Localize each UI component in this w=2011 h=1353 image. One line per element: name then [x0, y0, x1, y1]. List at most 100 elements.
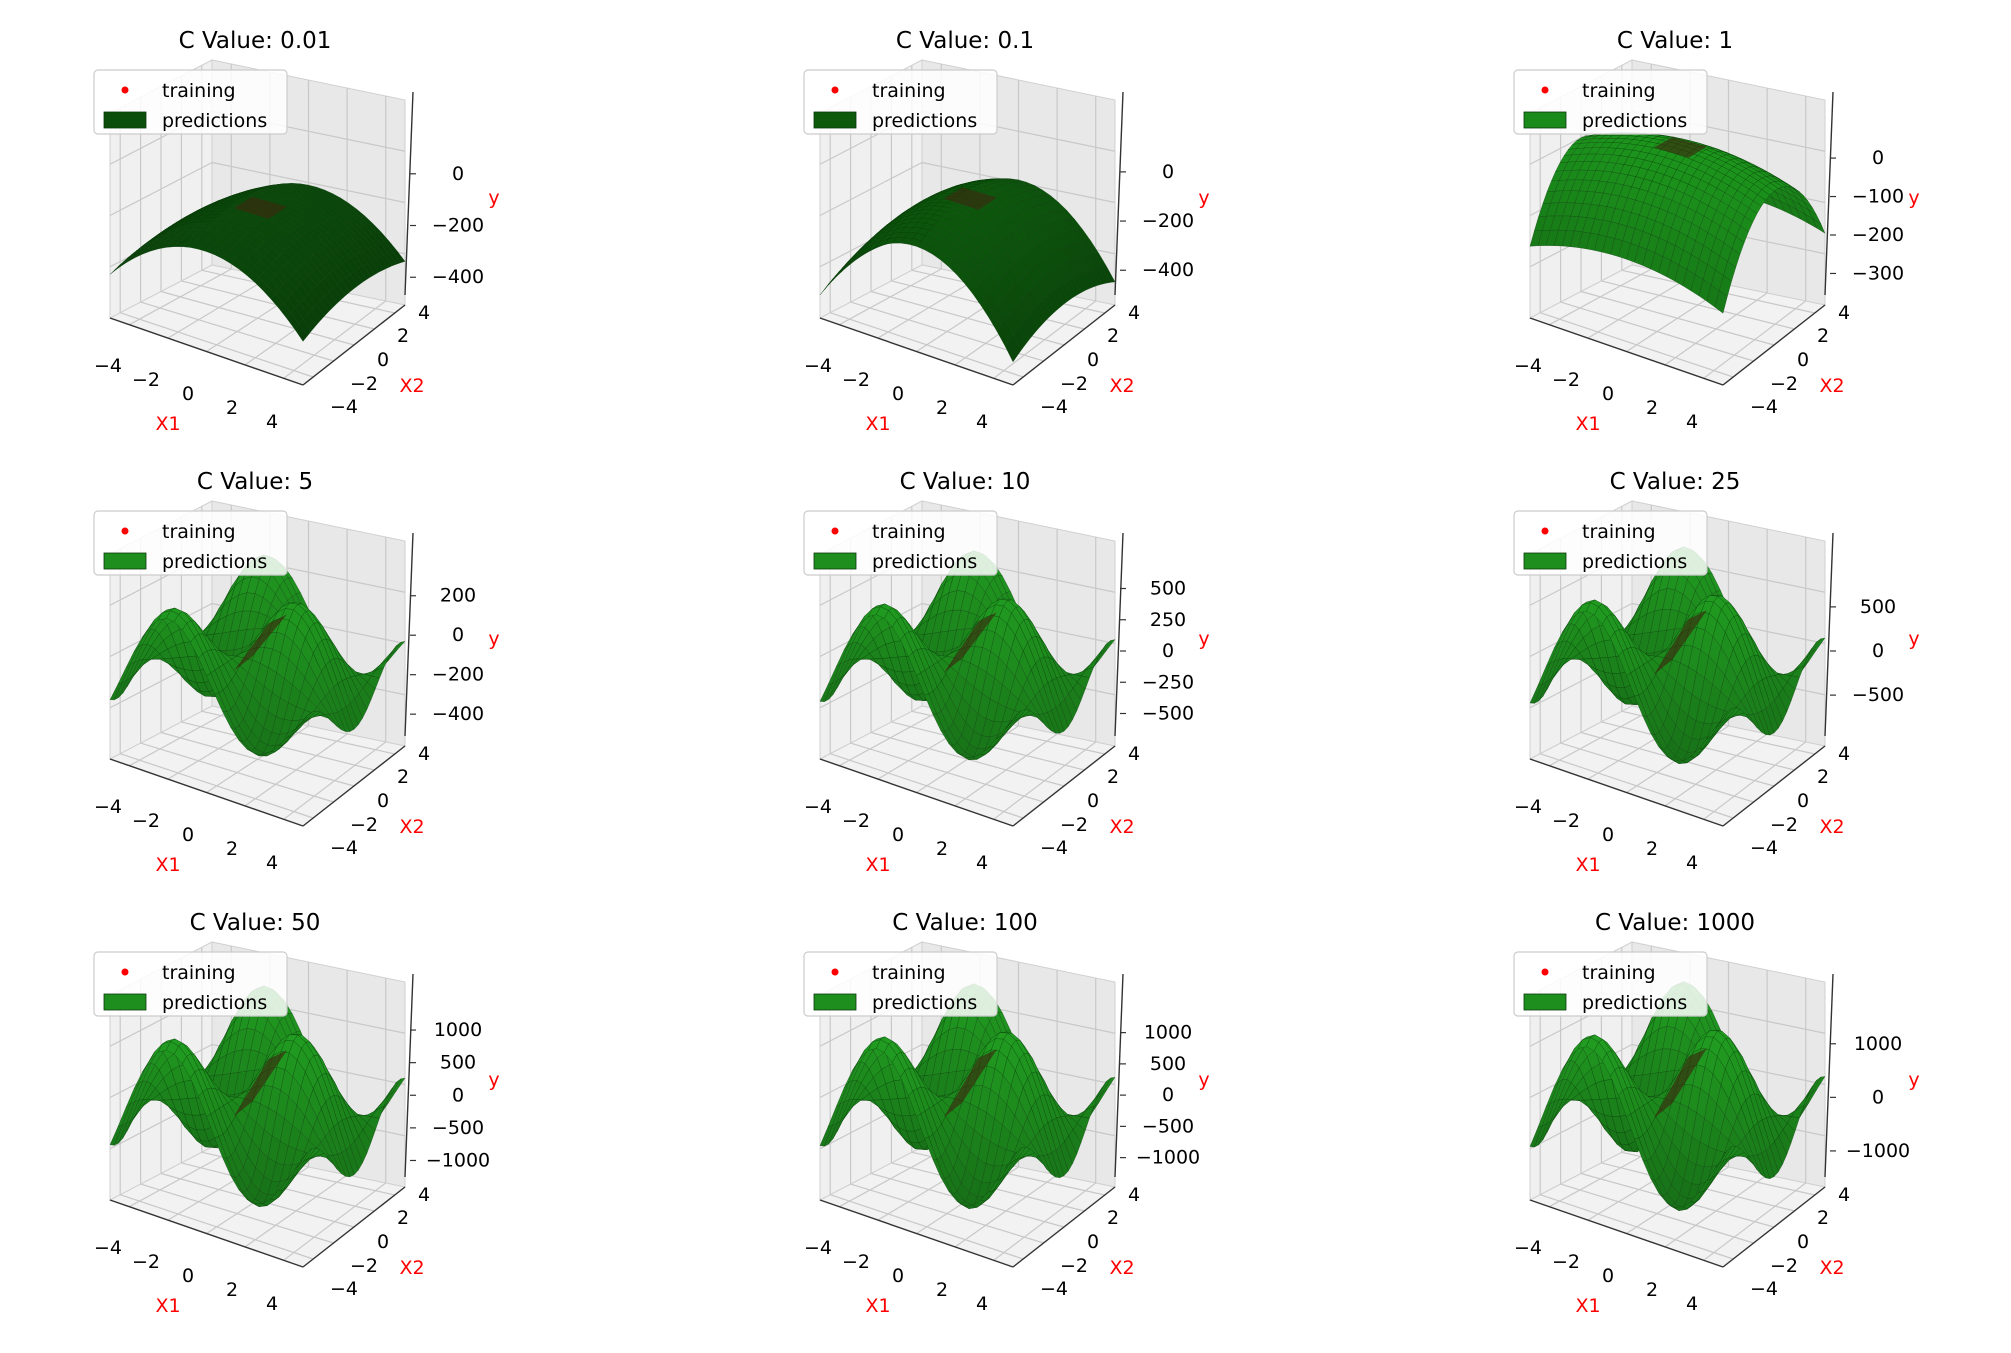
y-tick-label: 2	[1817, 325, 1829, 347]
predictions-swatch	[103, 111, 147, 129]
z-tick-label: 500	[1150, 1053, 1186, 1075]
prediction-surface	[819, 550, 1116, 761]
x-axis-label: X1	[1575, 413, 1600, 435]
legend-predictions-label: predictions	[872, 110, 977, 132]
x-tick-label: 4	[1686, 1293, 1698, 1315]
y-tick-label: 2	[1817, 766, 1829, 788]
z-tick-label: −500	[1852, 684, 1904, 706]
z-axis-label: y	[1908, 1069, 1919, 1091]
z-ticks: 500 0 −500	[1830, 596, 1904, 706]
y-tick-label: −4	[330, 1278, 358, 1300]
x-axis-label: X1	[865, 1295, 890, 1317]
z-tick-label: −500	[432, 1117, 484, 1139]
x-tick-label: −4	[1514, 796, 1542, 818]
z-tick-label: 1000	[434, 1019, 482, 1041]
z-tick-label: −1000	[1846, 1140, 1910, 1162]
predictions-swatch	[813, 993, 857, 1011]
y-tick-label: −4	[1750, 396, 1778, 418]
subplot-title: C Value: 5	[197, 469, 313, 495]
training-points-patch	[1653, 137, 1707, 158]
x-tick-label: 2	[1646, 1279, 1658, 1301]
x-tick-label: 4	[266, 411, 278, 433]
y-tick-label: −2	[1060, 373, 1088, 395]
x-tick-label: 4	[266, 852, 278, 874]
x-tick-label: 0	[1602, 1265, 1614, 1287]
y-axis-label: X2	[1109, 1257, 1134, 1279]
training-marker	[831, 968, 839, 976]
legend-training-label: training	[872, 521, 946, 543]
z-tick-label: −300	[1852, 262, 1904, 284]
x-tick-label: −2	[132, 369, 160, 391]
x-tick-label: 4	[1686, 852, 1698, 874]
z-ticks: 1000 500 0 −500 −1000	[1120, 1022, 1200, 1169]
x-tick-label: −2	[1552, 810, 1580, 832]
subplot-title: C Value: 0.01	[179, 28, 332, 54]
y-tick-label: −4	[1040, 396, 1068, 418]
y-tick-label: −2	[350, 373, 378, 395]
legend-training-label: training	[1582, 962, 1656, 984]
y-axis-label: X2	[1109, 375, 1134, 397]
x-ticks: −4 −2 0 2 4	[804, 355, 988, 433]
prediction-surface	[109, 985, 406, 1207]
z-tick-label: −200	[432, 215, 484, 237]
x-axis-label: X1	[1575, 854, 1600, 876]
legend: training predictions	[93, 69, 288, 135]
y-axis-label: X2	[1819, 816, 1844, 838]
axis-lines	[109, 973, 414, 1268]
z-ticks: 1000 500 0 −500 −1000	[410, 1019, 490, 1171]
x-ticks: −4 −2 0 2 4	[94, 1237, 278, 1315]
y-axis-label: X2	[399, 375, 424, 397]
y-tick-label: 0	[1087, 790, 1099, 812]
legend: training predictions	[1513, 951, 1708, 1017]
z-tick-label: −500	[1142, 1115, 1194, 1137]
y-tick-label: −2	[350, 1255, 378, 1277]
z-tick-label: 500	[440, 1052, 476, 1074]
z-tick-label: 0	[1162, 1084, 1174, 1106]
training-marker	[121, 968, 129, 976]
z-tick-label: −200	[1852, 224, 1904, 246]
z-tick-label: 0	[1872, 147, 1884, 169]
subplot-title: C Value: 0.1	[896, 28, 1034, 54]
x-tick-label: −4	[94, 1237, 122, 1259]
x-tick-label: 0	[892, 824, 904, 846]
legend-training-label: training	[872, 80, 946, 102]
x-tick-label: −4	[94, 796, 122, 818]
axis-lines	[109, 91, 414, 386]
x-axis-label: X1	[155, 854, 180, 876]
x-ticks: −4 −2 0 2 4	[94, 796, 278, 874]
subplot-title: C Value: 1000	[1595, 910, 1755, 936]
z-tick-label: −1000	[426, 1149, 490, 1171]
z-axis-label: y	[488, 1069, 499, 1091]
y-tick-label: −4	[1750, 1278, 1778, 1300]
legend: training predictions	[93, 510, 288, 576]
z-tick-label: 0	[1162, 161, 1174, 183]
y-tick-label: 0	[377, 790, 389, 812]
x-tick-label: 0	[892, 383, 904, 405]
x-tick-label: 2	[226, 1279, 238, 1301]
axis-lines	[819, 91, 1124, 386]
training-marker	[1541, 86, 1549, 94]
y-axis-label: X2	[399, 1257, 424, 1279]
x-tick-label: 2	[1646, 397, 1658, 419]
training-marker	[1541, 968, 1549, 976]
training-points-patch	[943, 187, 997, 210]
y-tick-label: 2	[397, 1207, 409, 1229]
training-points-patch	[1653, 1048, 1707, 1119]
y-tick-label: 4	[1128, 302, 1140, 324]
subplot-7: C Value: 50−4−2024−4−202410005000−500−10…	[93, 910, 500, 1317]
axis-lines	[819, 532, 1124, 827]
z-axis-label: y	[488, 187, 499, 209]
x-tick-label: 0	[182, 1265, 194, 1287]
x-ticks: −4 −2 0 2 4	[804, 796, 988, 874]
prediction-surface	[109, 183, 406, 342]
legend: training predictions	[803, 951, 998, 1017]
axis-lines	[1529, 91, 1834, 386]
legend: training predictions	[1513, 69, 1708, 135]
y-tick-label: 2	[1107, 325, 1119, 347]
subplot-5: C Value: 10−4−2024−4−20245002500−250−500…	[803, 469, 1210, 876]
training-points-patch	[233, 1050, 287, 1117]
